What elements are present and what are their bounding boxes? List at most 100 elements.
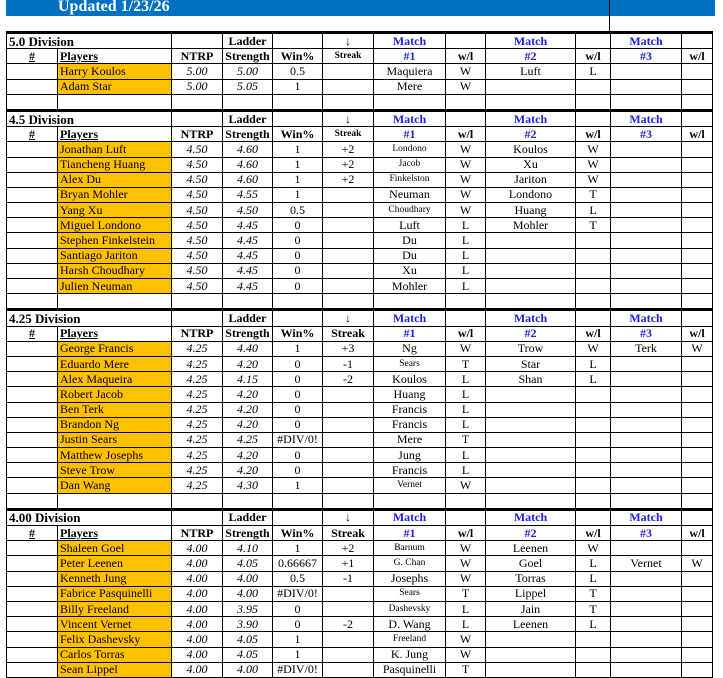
ntrp[interactable]: 4.25	[171, 386, 223, 403]
win-pct[interactable]: 1	[272, 477, 323, 494]
match1-opponent[interactable]: G. Chan	[373, 555, 446, 572]
strength[interactable]: 4.45	[222, 217, 273, 234]
match1-result[interactable]: W	[445, 141, 486, 158]
win-pct[interactable]: 0	[272, 600, 323, 618]
player-name[interactable]: Kenneth Jung	[57, 570, 172, 587]
match2-result[interactable]	[575, 78, 611, 95]
match2-opponent[interactable]: Torras	[485, 570, 576, 587]
streak[interactable]	[322, 477, 374, 494]
match3-result[interactable]	[681, 631, 713, 648]
ntrp[interactable]: 5.00	[171, 63, 223, 80]
match3-result[interactable]: W	[681, 340, 713, 357]
match1-opponent[interactable]: Jacob	[373, 156, 446, 173]
match1-opponent[interactable]: Vernet	[373, 477, 446, 494]
match1-opponent[interactable]: Du	[373, 232, 446, 249]
match1-result[interactable]: W	[445, 63, 486, 80]
match3-opponent[interactable]	[610, 477, 682, 494]
match2-opponent[interactable]: Mohler	[485, 217, 576, 234]
win-pct[interactable]: 0	[272, 277, 323, 295]
match2-opponent[interactable]: Goel	[485, 555, 576, 572]
match1-opponent[interactable]: Mere	[373, 431, 446, 449]
player-name[interactable]: Billy Freeland	[57, 600, 172, 618]
strength[interactable]: 4.00	[222, 661, 273, 678]
ntrp[interactable]: 4.00	[171, 555, 223, 572]
ntrp[interactable]: 4.50	[171, 232, 223, 249]
rank-cell[interactable]	[6, 217, 58, 234]
match2-result[interactable]	[575, 646, 611, 663]
match3-opponent[interactable]	[610, 78, 682, 95]
win-pct[interactable]: 1	[272, 340, 323, 357]
win-pct[interactable]: 1	[272, 171, 323, 188]
rank-cell[interactable]	[6, 401, 58, 418]
strength[interactable]: 5.00	[222, 63, 273, 80]
match1-result[interactable]: W	[445, 555, 486, 572]
match1-opponent[interactable]: Luft	[373, 217, 446, 234]
strength[interactable]: 4.60	[222, 171, 273, 188]
player-name[interactable]: Brandon Ng	[57, 416, 172, 433]
match2-result[interactable]: T	[575, 600, 611, 618]
match3-opponent[interactable]	[610, 585, 682, 602]
match3-result[interactable]	[681, 540, 713, 557]
ntrp[interactable]: 4.00	[171, 570, 223, 587]
match2-opponent[interactable]: Shan	[485, 371, 576, 388]
ntrp[interactable]: 4.25	[171, 416, 223, 433]
match1-result[interactable]: L	[445, 616, 486, 633]
ntrp[interactable]: 4.25	[171, 340, 223, 357]
match1-opponent[interactable]: Sears	[373, 355, 446, 373]
win-pct[interactable]: 0.5	[272, 63, 323, 80]
rank-cell[interactable]	[6, 202, 58, 219]
match1-opponent[interactable]: Xu	[373, 262, 446, 280]
ntrp[interactable]: 4.50	[171, 217, 223, 234]
match2-opponent[interactable]: Star	[485, 355, 576, 373]
match3-result[interactable]	[681, 600, 713, 618]
match1-result[interactable]: W	[445, 78, 486, 95]
match3-opponent[interactable]	[610, 661, 682, 678]
win-pct[interactable]: 1	[272, 540, 323, 557]
streak[interactable]	[322, 386, 374, 403]
ntrp[interactable]: 4.25	[171, 401, 223, 418]
win-pct[interactable]: 0	[272, 616, 323, 633]
ntrp[interactable]: 4.50	[171, 186, 223, 204]
win-pct[interactable]: #DIV/0!	[272, 431, 323, 449]
strength[interactable]: 4.30	[222, 477, 273, 494]
ntrp[interactable]: 4.25	[171, 462, 223, 479]
streak[interactable]: -2	[322, 616, 374, 633]
match2-result[interactable]: T	[575, 186, 611, 204]
ntrp[interactable]: 4.00	[171, 646, 223, 663]
match2-opponent[interactable]: Trow	[485, 340, 576, 357]
player-name[interactable]: Santiago Jariton	[57, 247, 172, 264]
player-name[interactable]: Peter Leenen	[57, 555, 172, 572]
rank-cell[interactable]	[6, 540, 58, 557]
ntrp[interactable]: 4.25	[171, 447, 223, 464]
match1-result[interactable]: T	[445, 661, 486, 678]
win-pct[interactable]: 0	[272, 371, 323, 388]
match2-result[interactable]	[575, 247, 611, 264]
match1-result[interactable]: W	[445, 156, 486, 173]
match2-opponent[interactable]	[485, 277, 576, 295]
strength[interactable]: 4.05	[222, 555, 273, 572]
match3-opponent[interactable]	[610, 171, 682, 188]
match3-opponent[interactable]	[610, 186, 682, 204]
match2-result[interactable]: L	[575, 555, 611, 572]
match2-opponent[interactable]	[485, 416, 576, 433]
match3-result[interactable]	[681, 416, 713, 433]
match1-opponent[interactable]: Maquiera	[373, 63, 446, 80]
match2-result[interactable]: L	[575, 202, 611, 219]
match2-opponent[interactable]: Xu	[485, 156, 576, 173]
rank-cell[interactable]	[6, 447, 58, 464]
strength[interactable]: 4.45	[222, 262, 273, 280]
match3-result[interactable]	[681, 277, 713, 295]
rank-cell[interactable]	[6, 661, 58, 678]
match2-opponent[interactable]	[485, 247, 576, 264]
strength[interactable]: 4.45	[222, 277, 273, 295]
match1-result[interactable]: L	[445, 600, 486, 618]
player-name[interactable]: Alex Maqueira	[57, 371, 172, 388]
rank-cell[interactable]	[6, 616, 58, 633]
streak[interactable]: -1	[322, 570, 374, 587]
match3-result[interactable]	[681, 78, 713, 95]
match3-result[interactable]	[681, 262, 713, 280]
rank-cell[interactable]	[6, 570, 58, 587]
match3-opponent[interactable]	[610, 247, 682, 264]
match3-opponent[interactable]	[610, 262, 682, 280]
match2-opponent[interactable]	[485, 447, 576, 464]
